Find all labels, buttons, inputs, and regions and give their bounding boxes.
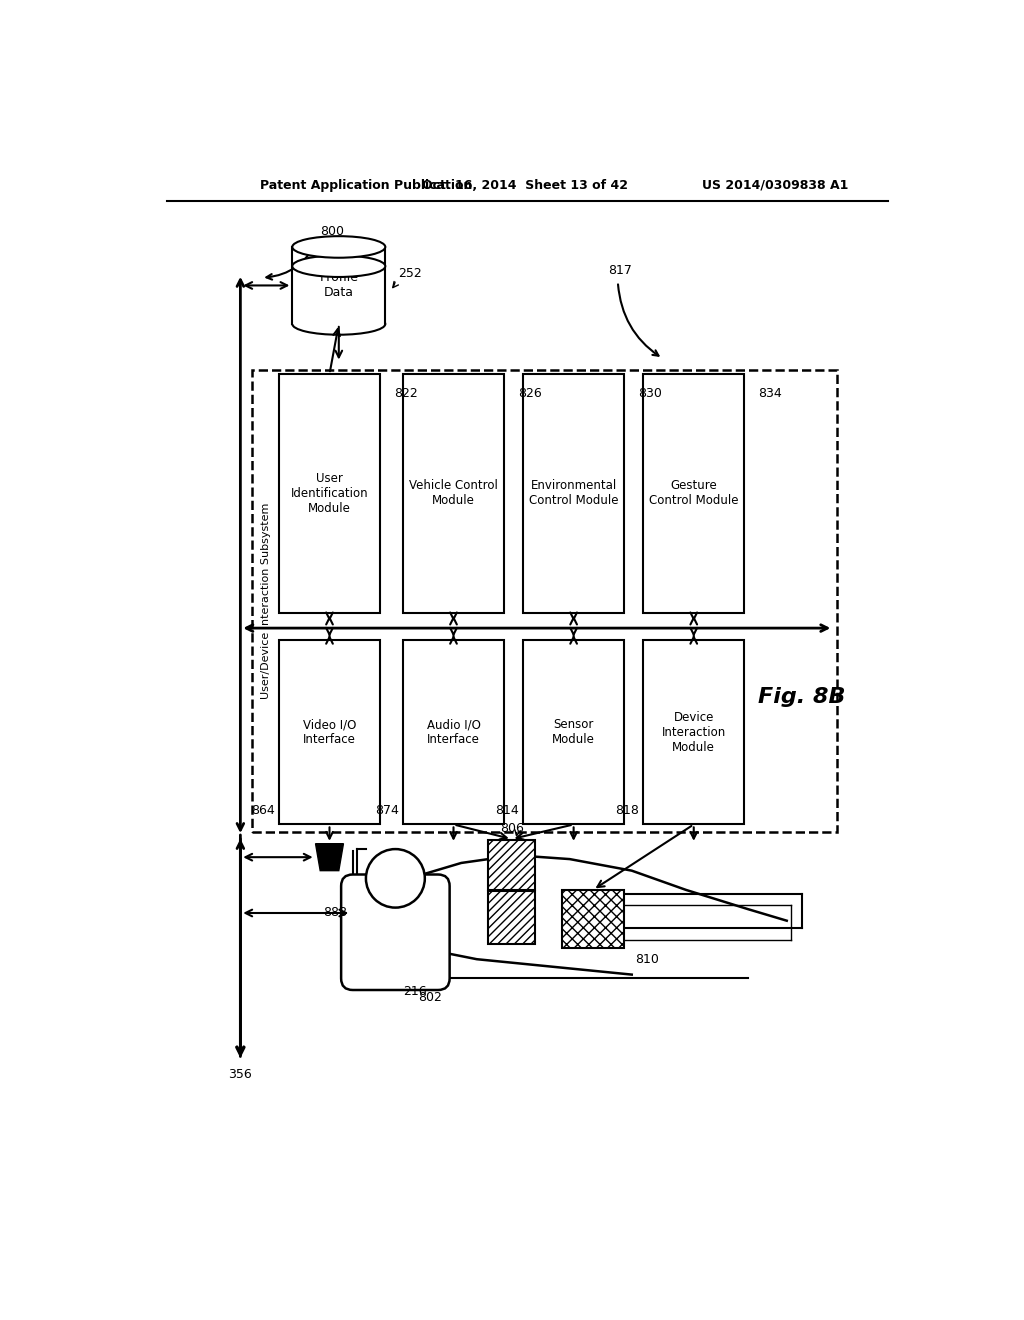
Text: 814: 814 [496, 804, 519, 817]
Text: Profile
Data: Profile Data [319, 272, 358, 300]
Text: US 2014/0309838 A1: US 2014/0309838 A1 [702, 178, 849, 191]
Bar [488, 840, 535, 890]
Text: Sensor
Module: Sensor Module [552, 718, 595, 746]
Text: User
Identification
Module: User Identification Module [291, 471, 369, 515]
Text: 888: 888 [324, 907, 347, 920]
FancyBboxPatch shape [341, 875, 450, 990]
Text: Vehicle Control
Module: Vehicle Control Module [409, 479, 498, 507]
Text: 817: 817 [608, 264, 633, 277]
Text: 834: 834 [758, 387, 782, 400]
Text: Patent Application Publication: Patent Application Publication [260, 178, 472, 191]
Bar [252, 370, 838, 832]
Bar [523, 374, 624, 612]
Ellipse shape [292, 236, 385, 257]
Text: 810: 810 [636, 953, 659, 966]
Bar [280, 640, 380, 825]
Bar [643, 374, 744, 612]
Text: User: User [381, 871, 410, 884]
Text: 830: 830 [638, 387, 662, 400]
Text: Audio I/O
Interface: Audio I/O Interface [427, 718, 480, 746]
Text: Video I/O
Interface: Video I/O Interface [303, 718, 356, 746]
Ellipse shape [292, 313, 385, 335]
Text: 874: 874 [376, 804, 399, 817]
Bar [523, 640, 624, 825]
Text: Device
Interaction
Module: Device Interaction Module [662, 710, 726, 754]
Text: User/Device Interaction Subsystem: User/Device Interaction Subsystem [261, 503, 271, 700]
Bar [292, 247, 385, 323]
Text: 826: 826 [518, 387, 542, 400]
Polygon shape [315, 843, 343, 871]
Bar [488, 891, 535, 944]
Text: 864: 864 [252, 804, 275, 817]
Bar [643, 640, 744, 825]
Text: 822: 822 [394, 387, 418, 400]
Text: 806: 806 [500, 822, 523, 834]
Bar [280, 374, 380, 612]
Text: 216: 216 [403, 985, 427, 998]
Text: 802: 802 [419, 991, 442, 1005]
Text: 356: 356 [228, 1068, 252, 1081]
Text: Environmental
Control Module: Environmental Control Module [528, 479, 618, 507]
Text: 888: 888 [395, 866, 420, 879]
Text: 818: 818 [615, 804, 640, 817]
Text: Fig. 8B: Fig. 8B [759, 688, 846, 708]
Bar [403, 374, 504, 612]
Text: Oct. 16, 2014  Sheet 13 of 42: Oct. 16, 2014 Sheet 13 of 42 [422, 178, 628, 191]
Bar [403, 640, 504, 825]
Ellipse shape [292, 256, 385, 277]
Text: 800: 800 [321, 224, 344, 238]
Bar [562, 890, 624, 948]
Text: Gesture
Control Module: Gesture Control Module [649, 479, 738, 507]
Circle shape [366, 849, 425, 908]
Text: 252: 252 [397, 268, 422, 280]
